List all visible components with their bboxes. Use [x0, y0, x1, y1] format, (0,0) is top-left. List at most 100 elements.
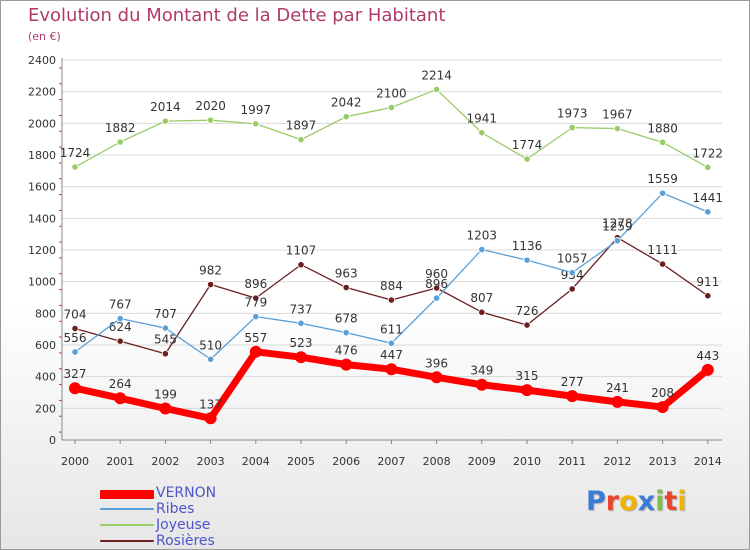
data-label-ribes: 1057	[557, 252, 588, 266]
data-label-joyeuse: 1967	[602, 108, 633, 122]
data-point-vernon	[114, 392, 127, 405]
data-label-vernon: 277	[561, 375, 584, 389]
data-label-rosires: 1107	[286, 244, 317, 258]
data-point-joyeuse	[116, 138, 124, 146]
data-label-ribes: 678	[335, 312, 358, 326]
data-label-rosires: 911	[696, 275, 719, 289]
data-label-joyeuse: 1722	[693, 146, 724, 160]
data-label-joyeuse: 2014	[150, 100, 181, 114]
y-tick-label: 1400	[28, 212, 56, 225]
data-point-vernon	[159, 402, 172, 415]
data-label-vernon: 443	[696, 349, 719, 363]
x-tick-label: 2000	[61, 455, 89, 468]
data-point-ribes	[432, 294, 441, 302]
data-point-vernon	[69, 382, 81, 395]
data-label-joyeuse: 1882	[105, 121, 136, 135]
data-point-vernon	[430, 371, 443, 384]
data-point-ribes	[116, 314, 124, 323]
y-tick-label: 800	[35, 307, 56, 320]
x-tick-label: 2007	[377, 455, 405, 468]
data-point-vernon	[204, 412, 217, 425]
data-point-vernon	[295, 351, 307, 364]
y-tick-label: 1600	[28, 181, 56, 194]
data-label-ribes: 1559	[647, 172, 678, 186]
data-point-joyeuse	[252, 120, 260, 128]
data-label-joyeuse: 2100	[376, 87, 407, 101]
legend-swatch-rosieres	[100, 540, 154, 542]
data-label-rosires: 704	[64, 308, 87, 322]
data-label-vernon: 241	[606, 381, 629, 395]
data-point-ribes	[252, 313, 260, 321]
data-point-rosires	[568, 285, 576, 293]
data-point-joyeuse	[568, 124, 576, 132]
legend-swatch-ribes	[100, 508, 154, 510]
data-label-rosires: 1278	[602, 217, 633, 231]
data-point-rosires	[704, 292, 712, 300]
legend-label-rosieres: Rosières	[156, 533, 215, 549]
data-label-joyeuse: 2020	[195, 99, 226, 113]
data-point-vernon	[385, 363, 398, 376]
data-label-ribes: 707	[154, 307, 177, 321]
x-tick-label: 2001	[106, 455, 134, 468]
data-label-ribes: 1441	[693, 191, 724, 205]
data-label-ribes: 1259	[602, 220, 633, 234]
data-label-rosires: 963	[335, 267, 358, 281]
data-label-joyeuse: 1997	[241, 103, 272, 117]
data-label-vernon: 315	[516, 369, 539, 383]
data-label-joyeuse: 1973	[557, 107, 588, 121]
y-tick-label: 200	[35, 402, 56, 415]
data-point-ribes	[704, 208, 712, 216]
data-label-ribes: 1203	[467, 229, 498, 243]
logo-letter: r	[605, 486, 620, 517]
x-tick-label: 2004	[242, 455, 270, 468]
data-point-rosires	[432, 284, 441, 292]
data-label-vernon: 476	[335, 344, 358, 358]
data-label-ribes: 779	[244, 296, 267, 310]
data-point-joyeuse	[161, 117, 169, 125]
x-tick-label: 2002	[151, 455, 179, 468]
data-point-ribes	[207, 355, 215, 363]
data-label-rosires: 896	[244, 277, 267, 291]
logo-letter: t	[664, 486, 678, 517]
data-label-rosires: 884	[380, 279, 403, 293]
data-point-joyeuse	[207, 116, 215, 124]
y-tick-label: 1000	[28, 276, 56, 289]
legend-swatch-joyeuse	[100, 524, 154, 526]
data-point-joyeuse	[297, 136, 305, 144]
data-point-vernon	[656, 401, 669, 414]
data-label-ribes: 1136	[512, 239, 543, 253]
data-label-ribes: 767	[109, 298, 132, 312]
data-label-ribes: 510	[199, 338, 222, 352]
data-point-joyeuse	[71, 163, 79, 171]
x-tick-label: 2010	[513, 455, 541, 468]
x-tick-label: 2012	[603, 455, 631, 468]
data-label-vernon: 523	[290, 336, 313, 350]
chart-title: Evolution du Montant de la Dette par Hab…	[28, 5, 446, 26]
data-label-vernon: 137	[199, 397, 222, 411]
data-point-rosires	[252, 294, 260, 302]
legend-label-joyeuse: Joyeuse	[156, 517, 211, 533]
data-point-joyeuse	[432, 85, 441, 94]
data-point-joyeuse	[523, 155, 531, 163]
data-point-rosires	[207, 280, 215, 289]
data-point-ribes	[297, 319, 305, 327]
data-label-ribes: 737	[290, 302, 313, 316]
x-tick-label: 2009	[468, 455, 496, 468]
data-label-vernon: 208	[651, 386, 674, 400]
data-point-rosires	[387, 296, 395, 304]
logo-letter: o	[619, 486, 638, 517]
data-label-vernon: 447	[380, 348, 403, 362]
chart-subtitle: (en €)	[28, 30, 61, 43]
data-point-ribes	[342, 329, 350, 337]
data-point-ribes	[478, 245, 486, 254]
data-label-rosires: 1111	[647, 243, 678, 257]
data-point-vernon	[340, 358, 353, 371]
data-point-vernon	[521, 384, 533, 397]
y-tick-label: 400	[35, 371, 56, 384]
data-label-joyeuse: 2042	[331, 96, 362, 110]
data-label-joyeuse: 2214	[421, 68, 452, 82]
data-label-ribes: 611	[380, 322, 403, 336]
legend-label-ribes: Ribes	[156, 501, 195, 517]
y-tick-label: 1200	[28, 244, 56, 257]
